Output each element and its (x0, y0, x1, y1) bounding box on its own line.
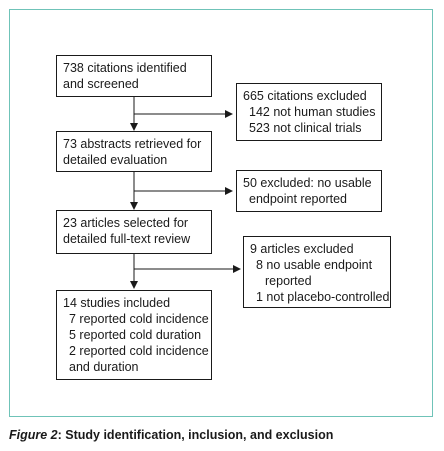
included-box: 14 studies included 7 reported cold inci… (56, 290, 212, 380)
excluded3-box: 9 articles excluded 8 no usable endpoint… (243, 236, 391, 308)
excluded2-line-1: 50 excluded: no usable (243, 176, 372, 190)
figure-caption: Figure 2: Study identification, inclusio… (9, 428, 333, 442)
included-line-3: 5 reported cold duration (69, 328, 202, 342)
excluded2-line-2: endpoint reported (249, 192, 347, 206)
excluded1-line-1: 665 citations excluded (243, 89, 367, 103)
identified-box: 738 citations identified and screened (56, 55, 212, 97)
articles-line-2: detailed full-text review (63, 232, 191, 246)
articles-line-1: 23 articles selected for (63, 216, 189, 230)
excluded2-box: 50 excluded: no usable endpoint reported (236, 170, 382, 212)
abstracts-box: 73 abstracts retrieved for detailed eval… (56, 131, 212, 172)
included-line-5: and duration (69, 360, 139, 374)
included-line-1: 14 studies included (63, 296, 171, 310)
excluded3-line-3: reported (265, 274, 312, 288)
excluded1-line-2: 142 not human studies (249, 105, 376, 119)
included-line-2: 7 reported cold incidence (69, 312, 209, 326)
abstracts-line-1: 73 abstracts retrieved for (63, 137, 202, 151)
identified-line-2: and screened (63, 77, 139, 91)
abstracts-line-2: detailed evaluation (63, 153, 168, 167)
identified-line-1: 738 citations identified (63, 61, 187, 75)
included-line-4: 2 reported cold incidence (69, 344, 209, 358)
figure-caption-text: : Study identification, inclusion, and e… (57, 428, 334, 442)
excluded1-line-3: 523 not clinical trials (249, 121, 362, 135)
articles-box: 23 articles selected for detailed full-t… (56, 210, 212, 254)
excluded3-line-1: 9 articles excluded (250, 242, 354, 256)
figure-label: Figure 2 (9, 428, 58, 442)
excluded3-line-2: 8 no usable endpoint (256, 258, 373, 272)
excluded3-line-4: 1 not placebo-controlled (256, 290, 390, 304)
excluded1-box: 665 citations excluded 142 not human stu… (236, 83, 382, 141)
